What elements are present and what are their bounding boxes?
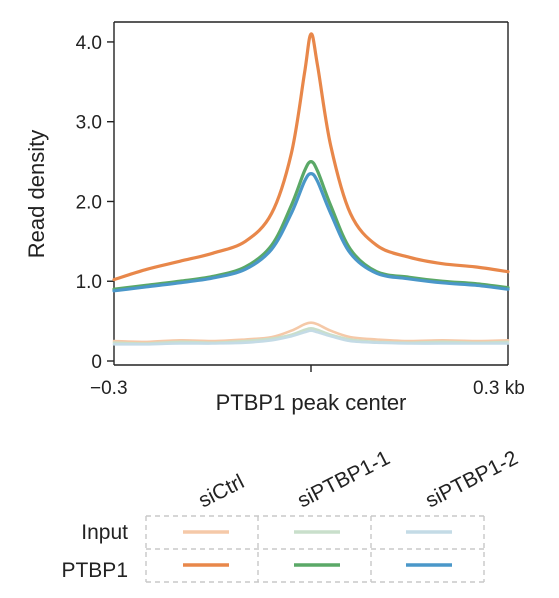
y-axis-title: Read density [24,130,49,258]
series-line-input-sictrl [112,321,510,344]
x-tick-left: −0.3 [90,378,128,399]
legend-row-label: Input [81,521,128,544]
y-tick-label: 4.0 [76,33,102,54]
y-ticks: 0 1.0 2.0 3.0 4.0 [76,33,114,373]
legend-column-label: siPTBP1-2 [422,446,522,512]
y-tick-label: 2.0 [76,192,102,213]
y-tick-label: 3.0 [76,113,102,134]
legend-swatches [183,530,452,567]
series-line-input-siptbp1-2 [112,329,510,346]
plot-frame [113,21,509,372]
x-axis-title: PTBP1 peak center [216,390,407,415]
series-line-ptbp1-sictrl [112,32,510,282]
legend-grid-lines [145,515,485,583]
legend-column-label: siPTBP1-1 [294,446,394,512]
y-tick-label: 1.0 [76,272,102,293]
series-line-ptbp1-siptbp1-1 [112,160,510,291]
legend-row-label: PTBP1 [61,559,128,582]
x-tick-right: 0.3 kb [473,378,525,399]
series-layer [112,32,510,346]
legend: siCtrl siPTBP1-1 siPTBP1-2 Input PTBP1 [61,446,522,583]
y-tick-label: 0 [91,352,102,373]
series-line-ptbp1-siptbp1-2 [112,172,510,293]
legend-column-label: siCtrl [195,470,248,512]
